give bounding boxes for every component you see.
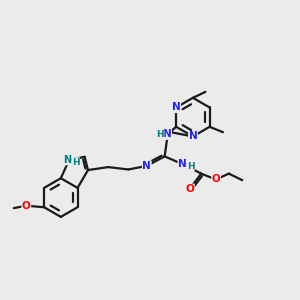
Text: O: O (212, 174, 220, 184)
Text: N: N (172, 103, 181, 112)
Text: N: N (163, 129, 171, 140)
Text: N: N (63, 155, 71, 165)
Text: N: N (178, 159, 187, 169)
Text: N: N (142, 161, 151, 171)
Text: O: O (22, 201, 31, 211)
Text: N: N (188, 131, 197, 142)
Text: H: H (187, 162, 194, 171)
Text: O: O (185, 184, 194, 194)
Text: H: H (156, 130, 164, 139)
Text: H: H (72, 158, 80, 167)
